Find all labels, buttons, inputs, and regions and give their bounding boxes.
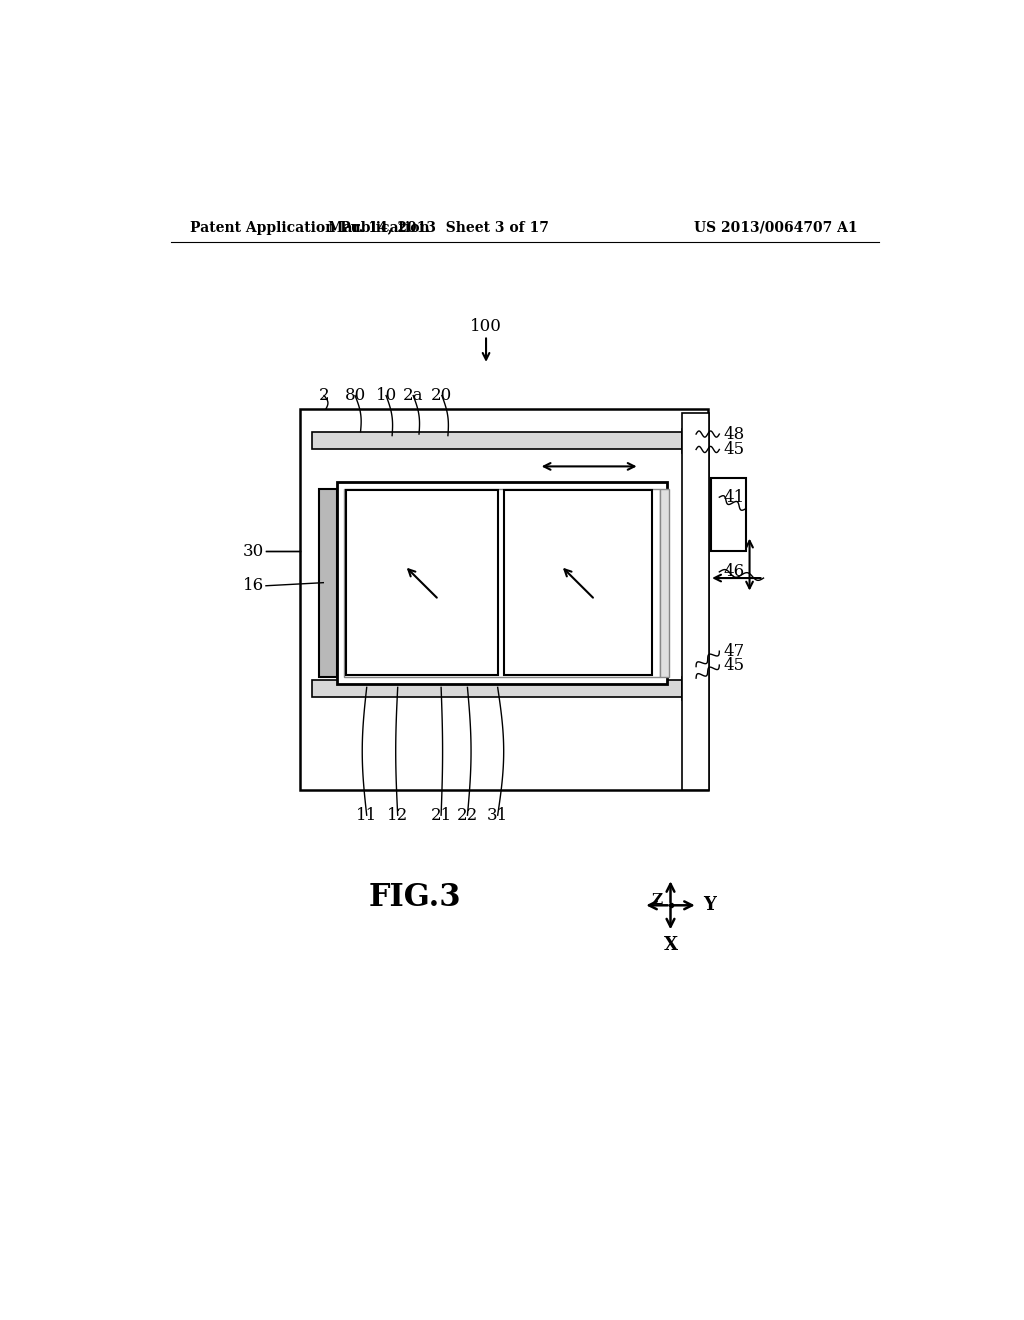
Bar xyxy=(344,488,659,677)
Bar xyxy=(682,677,696,701)
Text: Mar. 14, 2013  Sheet 3 of 17: Mar. 14, 2013 Sheet 3 of 17 xyxy=(328,220,549,235)
Bar xyxy=(319,488,337,677)
Text: 100: 100 xyxy=(470,318,502,335)
Text: US 2013/0064707 A1: US 2013/0064707 A1 xyxy=(693,220,857,235)
Bar xyxy=(311,680,682,697)
Text: 30: 30 xyxy=(243,543,263,560)
Bar xyxy=(504,490,652,675)
Text: 16: 16 xyxy=(243,577,263,594)
Text: 31: 31 xyxy=(487,807,508,824)
Text: Y: Y xyxy=(703,896,717,915)
Text: 41: 41 xyxy=(723,488,744,506)
Bar xyxy=(659,488,669,677)
Text: 2: 2 xyxy=(318,387,330,404)
Text: 2a: 2a xyxy=(403,387,424,404)
Bar xyxy=(346,490,498,675)
Text: X: X xyxy=(664,936,678,953)
Bar xyxy=(337,482,667,684)
Text: 12: 12 xyxy=(387,807,409,824)
Bar xyxy=(311,432,682,449)
Text: Patent Application Publication: Patent Application Publication xyxy=(190,220,430,235)
Text: 47: 47 xyxy=(723,643,744,660)
Bar xyxy=(682,429,696,453)
Text: 46: 46 xyxy=(723,564,744,581)
Bar xyxy=(711,478,745,552)
Text: 20: 20 xyxy=(431,387,453,404)
Text: 22: 22 xyxy=(457,807,478,824)
Bar xyxy=(682,413,710,789)
Text: 21: 21 xyxy=(430,807,452,824)
Text: 80: 80 xyxy=(344,387,366,404)
Text: Z: Z xyxy=(651,892,663,907)
Bar xyxy=(300,409,708,789)
Text: 45: 45 xyxy=(723,656,744,673)
Text: 45: 45 xyxy=(723,441,744,458)
Text: 48: 48 xyxy=(723,425,744,442)
Text: 10: 10 xyxy=(376,387,396,404)
Text: 11: 11 xyxy=(356,807,377,824)
Text: FIG.3: FIG.3 xyxy=(369,882,461,913)
